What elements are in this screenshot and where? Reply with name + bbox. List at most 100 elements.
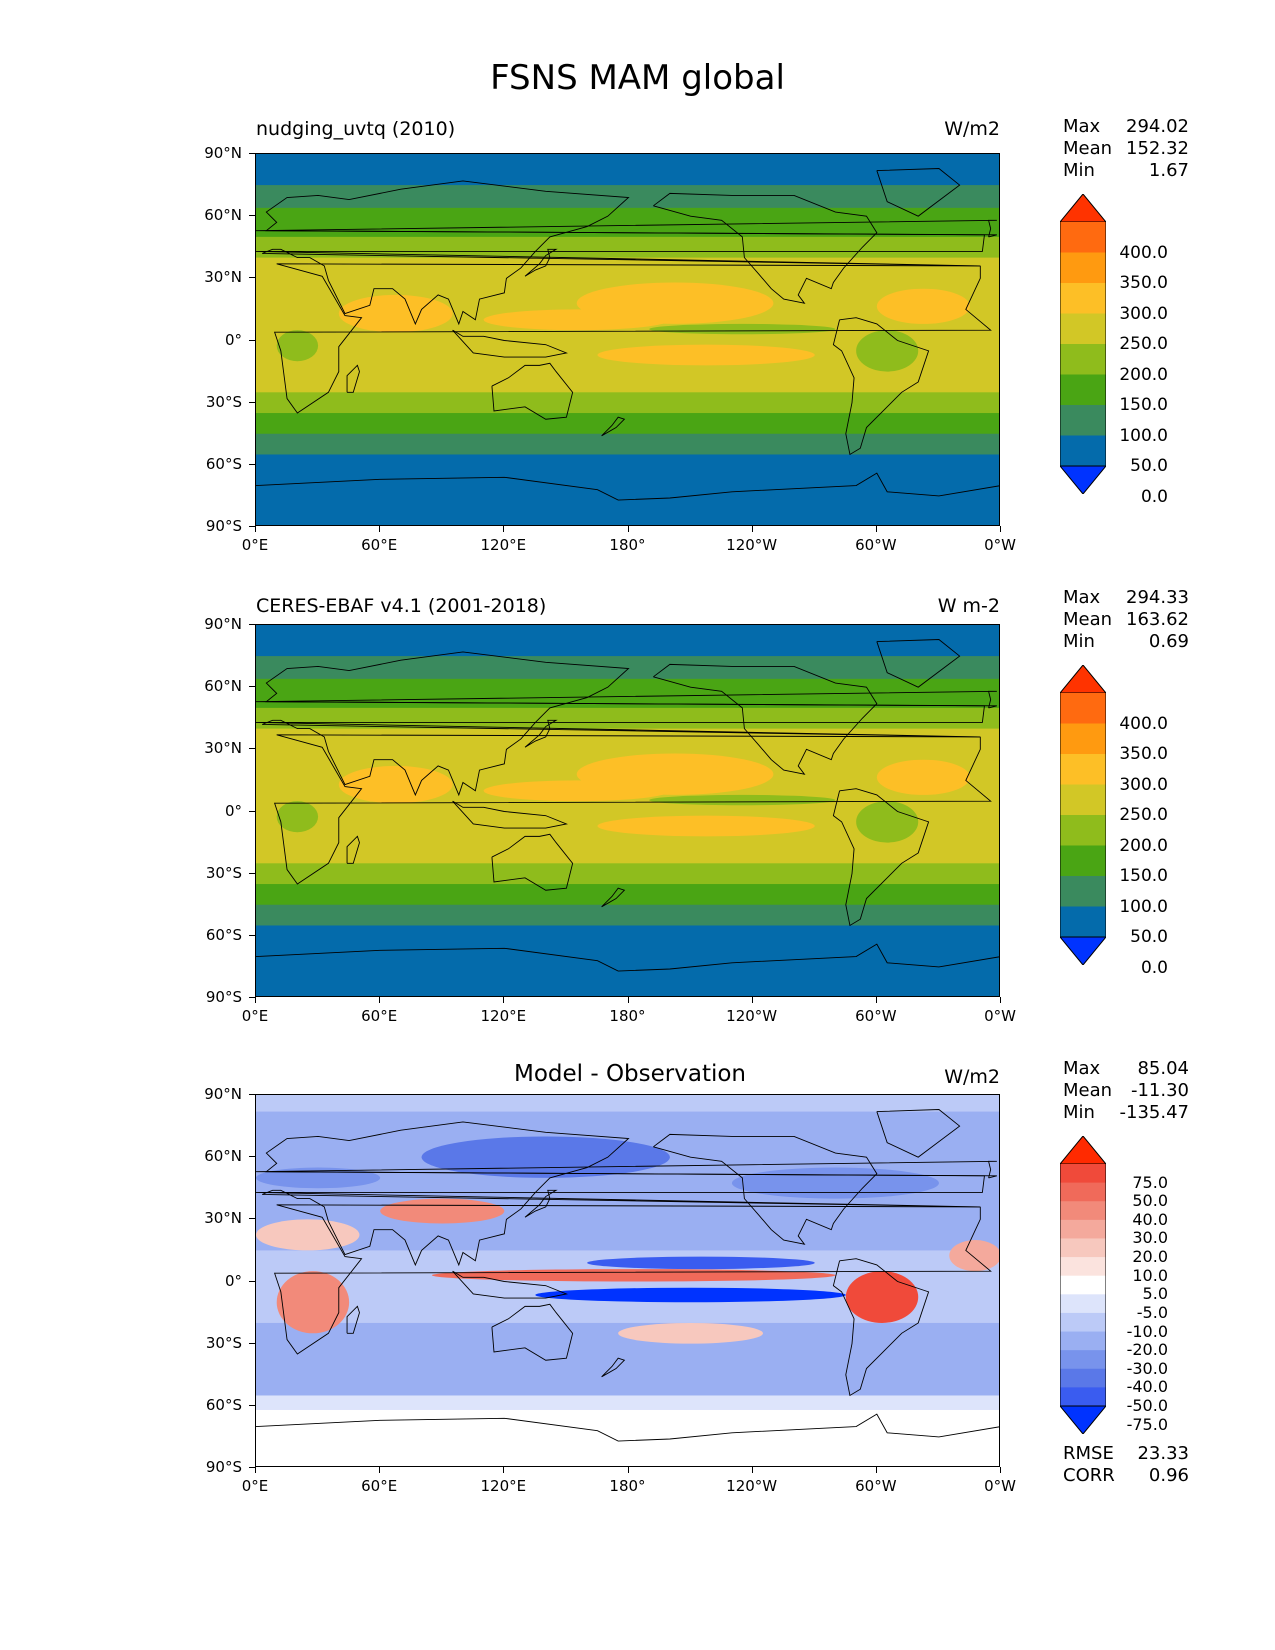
stat-label: Mean [1063,1080,1113,1101]
lat-tick-mark [249,1467,255,1468]
colorbar-tick-label: 20.0 [1132,1247,1168,1267]
lon-tick-label: 60°E [361,1477,398,1495]
colorbar-tick-label: 5.0 [1142,1284,1168,1304]
high-flux-region [338,294,453,333]
colorbar-tick-label: 300.0 [1119,303,1168,324]
high-flux-region [597,815,815,837]
lat-tick-label: 90°N [204,615,242,633]
coastline [256,1121,985,1267]
lat-tick-label: 90°N [204,144,242,162]
lon-tick-label: 120°W [726,1007,778,1025]
positive-bias-region [276,1271,350,1334]
positive-bias-region [618,1322,764,1344]
colorbar-tick-label: 150.0 [1119,866,1168,886]
lat-tick-label: 60°S [205,1395,242,1414]
colorbar-tick-label: -5.0 [1136,1302,1168,1322]
lat-tick-label: 60°N [204,677,242,696]
colorbar-tick-label: 50.0 [1130,927,1168,947]
colorbar-tick-label: -50.0 [1126,1396,1168,1415]
colorbar-segment [1060,1182,1106,1202]
colorbar-extend-max [1058,193,1108,223]
lon-tick-label: 0°E [241,1007,269,1025]
lat-tick-mark [249,277,255,279]
lon-tick-label: 180° [609,536,646,554]
lat-tick-mark [249,997,255,998]
coastline [491,1303,574,1361]
lat-tick-label: 30°S [205,863,242,882]
lon-tick-mark [503,997,505,1003]
contour-band [256,257,999,290]
colorbar-segment [1060,344,1106,375]
low-flux-region [649,323,836,335]
lon-tick-label: 120°W [726,1477,778,1495]
colorbar-tick-label: 50.0 [1132,1191,1168,1211]
contour-band [256,413,999,435]
coastline [601,887,626,908]
lat-tick-mark [249,526,255,527]
lat-tick-label: 30°S [205,1333,242,1352]
lon-tick-label: 180° [609,1477,646,1495]
lon-tick-mark [255,997,256,1003]
coastline [524,719,558,748]
colorbar-tick-label: 30.0 [1132,1228,1168,1248]
lon-tick-mark [1000,526,1001,532]
colorbar-segment [1060,1201,1106,1221]
lat-tick-label: 90°S [205,988,242,1006]
lon-tick-mark [1000,997,1001,1003]
coastline [346,835,360,864]
colorbar-tick-label: 400.0 [1119,242,1168,263]
colorbar-segment [1060,1257,1106,1277]
colorbar-segment [1060,815,1106,846]
coastline [491,833,574,891]
colorbar-segment [1060,784,1106,816]
coastline [524,1189,558,1218]
lon-tick-mark [379,997,381,1003]
lat-tick-mark [249,748,255,750]
high-flux-region [338,765,453,804]
negative-bias-region [731,1167,939,1199]
lon-tick-mark [503,1467,505,1473]
lat-tick-label: 90°S [205,517,242,535]
lon-tick-label: 60°W [855,1477,897,1495]
map-field-diff [256,1095,999,1466]
coastline [876,1109,961,1158]
colorbar-segment [1060,252,1106,284]
colorbar-tick-label: 400.0 [1119,713,1168,734]
lon-tick-label: 0°W [984,536,1016,554]
stats-obs: Max 294.33 Mean 163.62 Min 0.69 [1063,587,1189,653]
contour-band [256,185,999,209]
lat-tick-mark [249,934,255,936]
coastline [256,690,997,709]
lat-tick-label: 90°S [205,1458,242,1476]
coastline [452,800,568,829]
colorbar-tick-label: -30.0 [1126,1358,1168,1378]
colorbar-tick-label: 10.0 [1132,1265,1168,1285]
map-diff [255,1094,1000,1467]
negative-bias-region [421,1136,670,1178]
positive-bias-region [380,1198,505,1224]
map-field-obs [256,625,999,996]
stat-value: -11.30 [1130,1080,1189,1101]
lat-tick-mark [249,1156,255,1158]
colorbar-segment [1060,435,1106,467]
colorbar-tick-label: 75.0 [1132,1172,1168,1192]
metric-value: 0.96 [1148,1465,1189,1486]
colorbar-segment [1060,405,1106,436]
lon-tick-mark [627,997,629,1003]
metric-value: 23.33 [1137,1443,1189,1464]
contour-band [256,863,999,885]
colorbar-segment [1060,1312,1106,1333]
lon-tick-label: 0°W [984,1477,1016,1495]
lon-tick-mark [627,526,629,532]
stat-value: 152.32 [1126,138,1189,159]
contour-band [256,1395,999,1411]
high-flux-region [876,759,970,795]
stat-label: Mean [1063,138,1113,159]
colorbar-extend-max [1058,1135,1108,1165]
lon-tick-mark [751,1467,753,1473]
high-flux-region [876,288,970,324]
coastline [653,192,878,304]
contour-band [256,433,999,455]
coastline [256,651,985,797]
colorbar-segment [1060,1275,1106,1295]
